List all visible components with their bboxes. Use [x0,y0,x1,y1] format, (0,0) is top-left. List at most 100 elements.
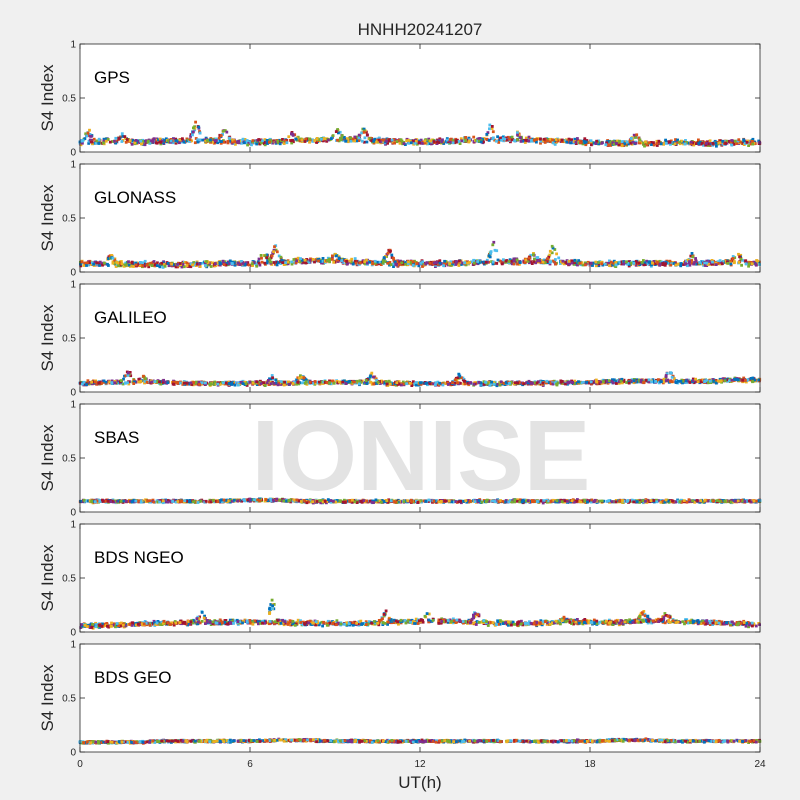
data-point [141,261,144,265]
data-point [224,381,228,385]
data-point [123,135,127,138]
data-point [156,261,159,265]
data-point [564,139,568,143]
data-point [397,262,401,266]
data-point [294,137,298,141]
data-point [757,378,761,382]
data-point [159,382,163,386]
data-point [194,120,197,124]
data-point [629,141,633,145]
data-point [718,259,722,262]
data-point [189,133,193,136]
data-point [460,139,464,143]
data-point [170,262,173,266]
data-point [491,243,495,247]
data-point [124,136,127,140]
data-point [151,140,155,144]
data-point [737,252,740,256]
y-axis-label: S4 Index [38,304,57,372]
data-point [189,262,193,266]
data-point [260,260,264,264]
data-point [411,264,415,267]
data-point [705,261,708,265]
data-point [370,139,374,143]
data-point [84,132,88,136]
data-point [716,141,720,145]
data-point [608,259,611,263]
data-point [121,135,125,138]
data-point [627,140,631,144]
data-point [198,383,201,386]
data-point [676,262,680,266]
data-point [117,264,120,268]
data-point [404,262,407,266]
data-point [706,381,710,385]
data-point [198,265,202,268]
data-point [432,382,435,386]
data-point [231,140,234,144]
data-point [518,381,521,384]
data-point [662,377,666,381]
data-point [370,371,374,375]
data-point [581,142,585,146]
data-point [539,137,542,141]
data-point [588,381,591,385]
data-point [558,138,561,142]
data-point [407,260,410,264]
data-point [188,138,192,141]
data-point [389,249,392,253]
data-point [514,381,517,385]
data-point [664,379,668,383]
data-point [277,141,280,145]
data-point [115,379,119,383]
data-point [716,262,720,265]
data-point [191,133,194,137]
data-point [579,263,583,267]
data-point [85,134,89,138]
data-point [516,262,519,266]
data-point [107,257,110,261]
data-point [377,136,381,140]
data-point [349,139,353,143]
y-tick-label: 1 [70,40,76,51]
data-point [684,379,688,383]
data-point [300,261,304,265]
data-point [92,137,96,141]
data-point [468,381,472,385]
data-point [222,140,226,144]
data-point [506,135,510,139]
data-point [726,262,730,265]
data-point [467,136,471,140]
data-point [542,137,546,141]
data-point [554,258,557,261]
data-point [281,138,284,141]
data-point [685,141,688,144]
data-point [549,382,553,386]
data-point [691,255,695,259]
data-point [419,138,423,142]
data-point [550,251,554,255]
data-point [413,141,417,145]
data-point [178,141,181,145]
data-point [300,258,304,262]
data-point [463,382,467,386]
data-point [265,261,269,265]
data-point [386,141,389,145]
data-point [219,141,223,145]
data-point [451,139,455,142]
data-point [620,262,624,266]
data-point [744,259,748,263]
data-point [676,141,680,144]
data-point [412,262,415,266]
data-point [337,380,341,384]
data-point [736,378,740,382]
data-point [175,381,178,384]
data-point [491,130,495,134]
data-point [397,382,401,386]
data-point [729,262,733,266]
data-point [245,139,249,142]
data-point [361,259,365,263]
data-point [655,142,659,145]
data-point [757,139,761,143]
data-point [388,263,391,267]
